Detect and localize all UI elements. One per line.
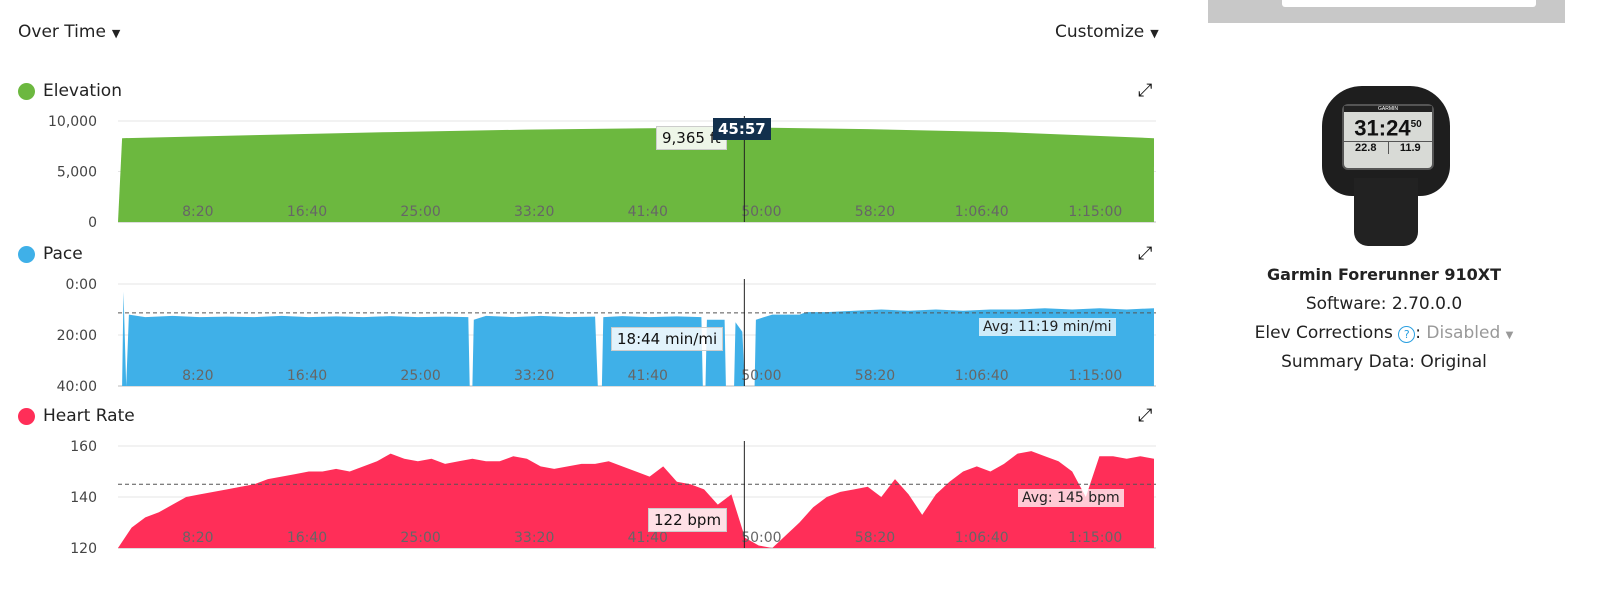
x-tick-label: 8:20 [182, 204, 213, 220]
elevation-title: Elevation [43, 81, 122, 101]
x-tick-label: 50:00 [741, 368, 781, 384]
x-tick-label: 33:20 [514, 530, 554, 546]
x-tick-label: 41:40 [628, 204, 668, 220]
x-tick-label: 1:06:40 [955, 204, 1009, 220]
x-tick-label: 41:40 [628, 368, 668, 384]
x-tick-label: 1:06:40 [955, 530, 1009, 546]
search-input[interactable] [1282, 0, 1536, 7]
x-tick-label: 25:00 [400, 530, 440, 546]
y-tick-label: 0 [88, 215, 97, 231]
device-name: Garmin Forerunner 910XT [1267, 265, 1501, 284]
cursor-time: 45:57 [713, 118, 771, 140]
watch-time: 31:24 [1354, 115, 1411, 141]
x-tick-label: 1:06:40 [955, 368, 1009, 384]
watch-sec: 50 [1410, 119, 1422, 130]
x-tick-label: 25:00 [400, 204, 440, 220]
charts-svg[interactable]: 10,000 5,000 0 8:20 16:40 25:00 33:20 41:40 50:0… [0, 0, 1200, 598]
x-tick-label: 50:00 [741, 530, 781, 546]
customize-label: Customize [1055, 22, 1145, 42]
x-tick-label: 1:15:00 [1068, 368, 1122, 384]
top-banner [1208, 0, 1565, 23]
elev-value: Disabled [1426, 323, 1501, 343]
elev-corrections: Elev Corrections ?: Disabled ▼ [1254, 323, 1514, 343]
chevron-down-icon: ▼ [1505, 330, 1514, 341]
elevation-dot-icon [18, 82, 35, 100]
help-icon[interactable]: ? [1398, 326, 1416, 343]
y-tick-label: 120 [70, 541, 97, 557]
chevron-down-icon: ▼ [1150, 27, 1159, 40]
expand-elevation-icon[interactable]: ⤢ [1138, 80, 1153, 101]
x-tick-label: 16:40 [287, 530, 327, 546]
y-tick-label: 40:00 [57, 379, 97, 395]
series-area-2 [118, 451, 1154, 548]
elev-value-select[interactable]: Disabled ▼ [1426, 323, 1513, 343]
expand-pace-icon[interactable]: ⤢ [1138, 243, 1153, 264]
elev-label: Elev Corrections [1254, 323, 1393, 343]
chevron-down-icon: ▼ [111, 27, 121, 40]
pace-avg-label: Avg: 11:19 min/mi [979, 318, 1116, 336]
pace-title: Pace [43, 244, 83, 264]
x-tick-label: 25:00 [400, 368, 440, 384]
y-tick-label: 10,000 [48, 114, 97, 130]
view-select[interactable]: Over Time ▼ [18, 22, 120, 42]
x-tick-label: 58:20 [855, 368, 895, 384]
legend-heart-rate[interactable]: Heart Rate [18, 406, 135, 426]
x-tick-label: 50:00 [741, 204, 781, 220]
device-software: Software: 2.70.0.0 [1305, 294, 1463, 314]
y-tick-label: 0:00 [66, 277, 97, 293]
pace-dot-icon [18, 245, 35, 263]
x-tick-label: 8:20 [182, 530, 213, 546]
heart-rate-title: Heart Rate [43, 406, 135, 426]
series-area-0 [118, 127, 1154, 222]
y-tick-label: 160 [70, 439, 97, 455]
expand-heart-rate-icon[interactable]: ⤢ [1138, 405, 1153, 426]
x-tick-label: 8:20 [182, 368, 213, 384]
y-tick-label: 5,000 [57, 165, 97, 181]
x-tick-label: 33:20 [514, 204, 554, 220]
hr-dot-icon [18, 407, 35, 425]
x-tick-label: 16:40 [287, 368, 327, 384]
hr-avg-label: Avg: 145 bpm [1018, 489, 1124, 507]
x-tick-label: 58:20 [855, 204, 895, 220]
x-tick-label: 33:20 [514, 368, 554, 384]
y-tick-label: 140 [70, 490, 97, 506]
x-tick-label: 1:15:00 [1068, 530, 1122, 546]
x-tick-label: 58:20 [855, 530, 895, 546]
customize-button[interactable]: Customize ▼ [1055, 22, 1159, 42]
legend-pace[interactable]: Pace [18, 244, 83, 264]
legend-elevation[interactable]: Elevation [18, 81, 122, 101]
x-tick-label: 41:40 [628, 530, 668, 546]
hr-tooltip: 122 bpm [648, 508, 728, 532]
watch-image: GARMIN 31:2450 22.8 11.9 [1320, 68, 1452, 246]
watch-brand: GARMIN [1344, 106, 1432, 112]
x-tick-label: 16:40 [287, 204, 327, 220]
watch-speed: 22.8 [1344, 142, 1389, 155]
pace-tooltip: 18:44 min/mi [611, 327, 724, 351]
view-select-label: Over Time [18, 22, 106, 42]
y-tick-label: 20:00 [57, 328, 97, 344]
watch-dist: 11.9 [1399, 142, 1421, 155]
x-tick-label: 1:15:00 [1068, 204, 1122, 220]
summary-data: Summary Data: Original [1281, 352, 1487, 372]
